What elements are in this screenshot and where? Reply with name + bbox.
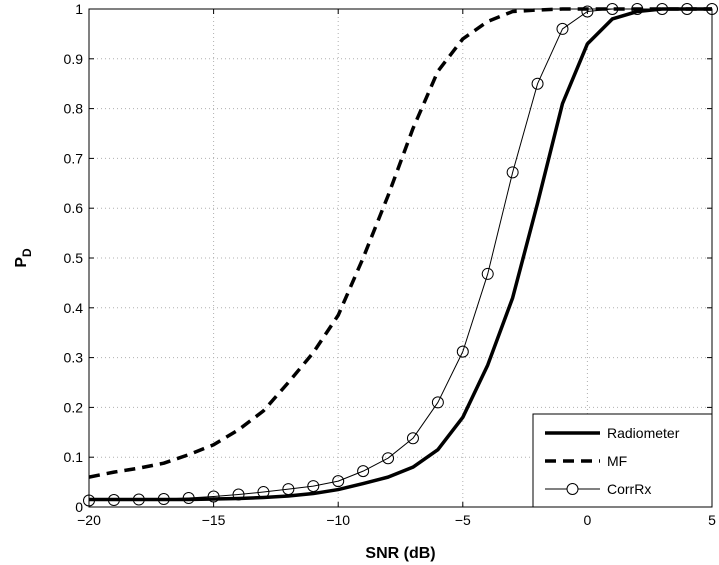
legend-entry-mf: MF	[545, 453, 627, 469]
series-point-corrrx	[481, 267, 494, 280]
x-tick-label: −20	[77, 512, 101, 528]
y-axis-label: PD	[13, 248, 34, 268]
legend-label: MF	[607, 453, 627, 469]
legend-label: Radiometer	[607, 425, 680, 441]
y-axis-label-main: P	[13, 257, 30, 268]
series-point-corrrx	[456, 345, 469, 358]
series-point-corrrx	[382, 452, 395, 465]
x-tick-label: −5	[455, 512, 471, 528]
y-tick-label: 0	[75, 499, 83, 515]
series-point-corrrx	[581, 5, 594, 18]
x-tick-label: 5	[708, 512, 716, 528]
series-point-corrrx	[332, 475, 345, 488]
legend-marker	[566, 483, 579, 495]
y-tick-label: 0.4	[64, 300, 84, 316]
series-point-corrrx	[282, 483, 295, 496]
series-point-corrrx	[357, 465, 370, 478]
legend-entry-corrrx: CorrRx	[545, 481, 651, 497]
y-tick-label: 0.7	[64, 150, 84, 166]
y-tick-label: 0.6	[64, 200, 84, 216]
grid	[89, 9, 712, 507]
series-point-corrrx	[157, 493, 170, 506]
series-point-corrrx	[406, 432, 419, 445]
series-point-corrrx	[531, 77, 544, 90]
series-point-corrrx	[132, 493, 145, 506]
series-point-corrrx	[556, 22, 569, 35]
series-line-radiometer	[89, 7, 712, 502]
x-tick-label: 0	[584, 512, 592, 528]
y-tick-label: 0.3	[64, 350, 84, 366]
series-point-corrrx	[257, 486, 270, 499]
series-point-corrrx	[506, 166, 519, 179]
series-point-corrrx	[182, 492, 195, 505]
legend-entry-radiometer: Radiometer	[545, 425, 680, 441]
ticks: −20 −15 −10 −5 0 5 0 0.1 0.2 0.3 0.4 0.5 0.6 0.7 0.8 0.…	[64, 1, 717, 528]
series-point-corrrx	[307, 480, 320, 493]
y-tick-label: 0.8	[64, 101, 84, 117]
series-point-corrrx	[431, 396, 444, 409]
y-tick-label: 1	[75, 1, 83, 17]
series-line-mf	[88, 7, 712, 479]
series-point-corrrx	[232, 488, 245, 501]
legend: Radiometer MF CorrRx	[532, 413, 713, 508]
y-tick-label: 0.1	[64, 449, 84, 465]
series-point-corrrx	[107, 494, 120, 507]
y-tick-label: 0.5	[64, 250, 84, 266]
legend-box	[532, 413, 713, 508]
y-axis-label-subscript: D	[20, 248, 34, 257]
x-tick-label: −15	[202, 512, 226, 528]
y-tick-label: 0.9	[64, 51, 84, 67]
x-axis-label: SNR (dB)	[365, 545, 435, 562]
y-tick-label: 0.2	[64, 399, 84, 415]
legend-label: CorrRx	[607, 481, 651, 497]
x-tick-label: −10	[326, 512, 350, 528]
